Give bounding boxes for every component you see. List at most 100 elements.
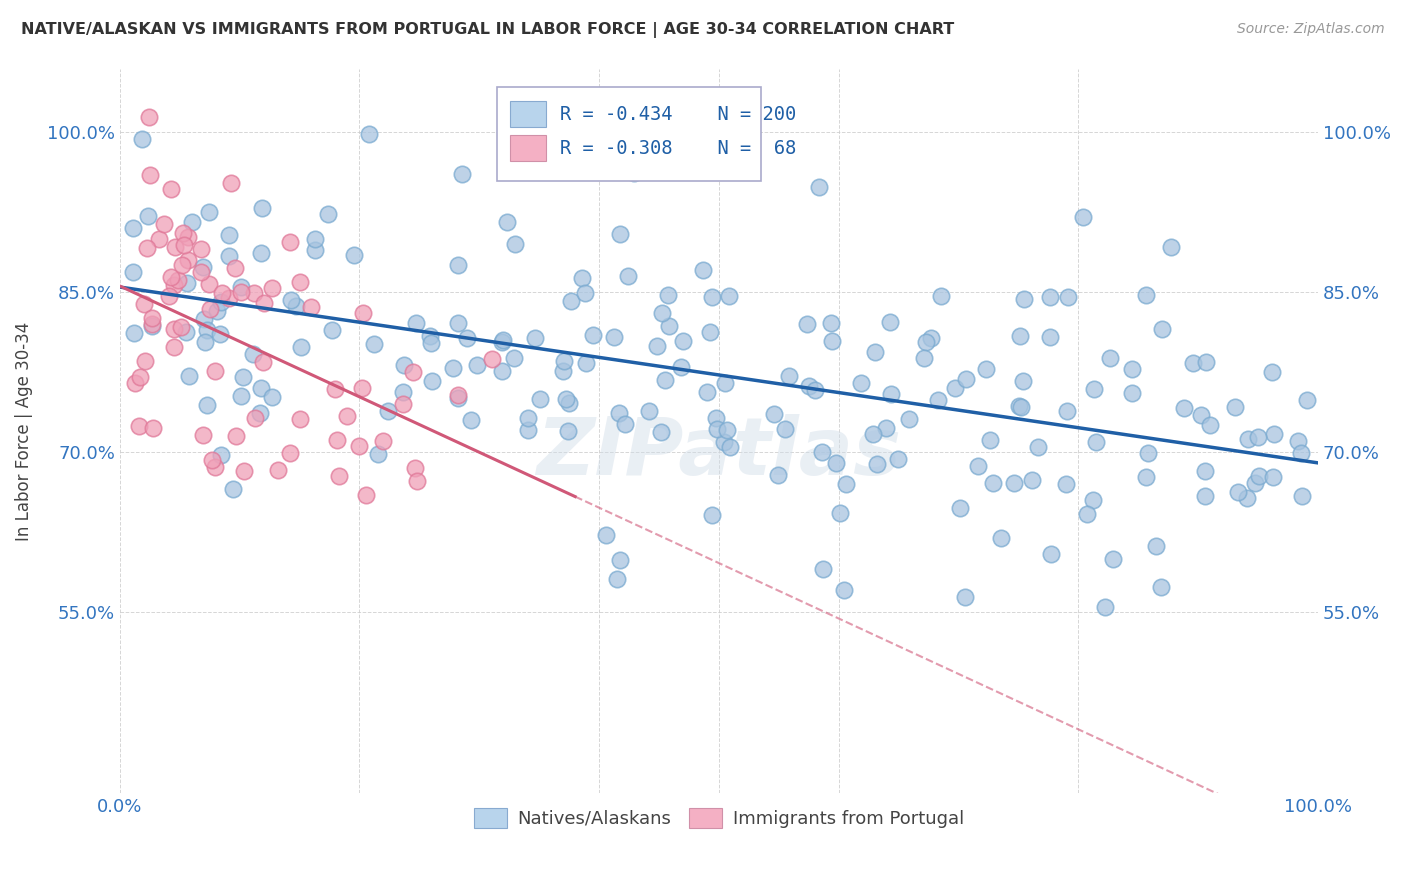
Point xyxy=(929,289,952,303)
Point xyxy=(1260,365,1282,379)
Point xyxy=(446,316,468,330)
Point xyxy=(218,249,240,263)
Point xyxy=(953,590,976,604)
Point xyxy=(1137,446,1160,460)
Point xyxy=(1135,288,1157,302)
Point xyxy=(495,215,517,229)
Point xyxy=(650,425,672,439)
Point xyxy=(692,262,714,277)
Point xyxy=(524,331,547,345)
Point xyxy=(966,459,988,474)
Point xyxy=(194,335,217,350)
Point xyxy=(1247,468,1270,483)
Point xyxy=(1039,290,1062,304)
Point xyxy=(139,168,162,182)
Point xyxy=(1195,355,1218,369)
Point xyxy=(491,364,513,378)
Point xyxy=(229,389,252,403)
Point xyxy=(190,242,212,256)
Point xyxy=(875,420,897,434)
Point xyxy=(441,361,464,376)
Point xyxy=(571,270,593,285)
Point xyxy=(163,277,186,292)
Point xyxy=(402,365,425,379)
Point xyxy=(122,221,145,235)
Point xyxy=(152,217,174,231)
Point xyxy=(796,317,818,331)
Point xyxy=(204,460,226,475)
Point xyxy=(718,289,741,303)
Point xyxy=(195,323,218,337)
Point xyxy=(553,354,575,368)
Point xyxy=(343,248,366,262)
Point xyxy=(762,407,785,421)
Point xyxy=(419,329,441,343)
Point xyxy=(326,433,349,447)
Point xyxy=(1223,401,1246,415)
Point xyxy=(927,392,949,407)
Point xyxy=(920,331,942,345)
Point xyxy=(316,206,339,220)
Point xyxy=(949,501,972,516)
Point xyxy=(879,387,901,401)
Point xyxy=(1199,417,1222,432)
Point xyxy=(121,265,143,279)
Point xyxy=(1236,491,1258,505)
Point xyxy=(575,356,598,370)
Point xyxy=(176,252,198,267)
Point xyxy=(447,258,470,272)
Point xyxy=(198,204,221,219)
Point xyxy=(704,411,727,425)
Point xyxy=(595,528,617,542)
Point xyxy=(810,445,832,459)
Point xyxy=(1247,430,1270,444)
Point xyxy=(218,291,240,305)
FancyBboxPatch shape xyxy=(510,101,547,128)
Point xyxy=(603,329,626,343)
Point xyxy=(447,391,470,405)
Point xyxy=(288,275,311,289)
Point xyxy=(699,326,721,340)
Point xyxy=(191,260,214,274)
Point xyxy=(1008,329,1031,343)
Point xyxy=(328,469,350,483)
Point xyxy=(1084,435,1107,450)
Point xyxy=(623,166,645,180)
Point xyxy=(1295,392,1317,407)
Point xyxy=(654,373,676,387)
Point xyxy=(160,182,183,196)
Point xyxy=(820,317,842,331)
Point xyxy=(898,412,921,426)
Point xyxy=(169,320,191,334)
Point xyxy=(252,355,274,369)
Point xyxy=(225,428,247,442)
Y-axis label: In Labor Force | Age 30-34: In Labor Force | Age 30-34 xyxy=(15,321,32,541)
Point xyxy=(352,306,374,320)
Point xyxy=(198,302,221,317)
Point xyxy=(1291,446,1313,460)
Point xyxy=(201,453,224,467)
Point xyxy=(138,110,160,124)
Point xyxy=(163,340,186,354)
Point xyxy=(392,359,415,373)
Point xyxy=(262,390,284,404)
Point xyxy=(1076,507,1098,521)
Point xyxy=(278,235,301,249)
Point xyxy=(862,427,884,442)
Point xyxy=(1002,476,1025,491)
Point xyxy=(912,351,935,365)
Point xyxy=(1083,492,1105,507)
Point xyxy=(447,388,470,402)
Point xyxy=(253,296,276,310)
Point xyxy=(607,406,630,420)
Point xyxy=(609,227,631,241)
Point xyxy=(1026,440,1049,454)
Point xyxy=(250,381,273,395)
Point xyxy=(638,135,661,149)
Point xyxy=(304,231,326,245)
Point xyxy=(955,372,977,386)
Point xyxy=(706,422,728,436)
Point xyxy=(278,446,301,460)
Point xyxy=(1244,475,1267,490)
Point xyxy=(804,383,827,397)
